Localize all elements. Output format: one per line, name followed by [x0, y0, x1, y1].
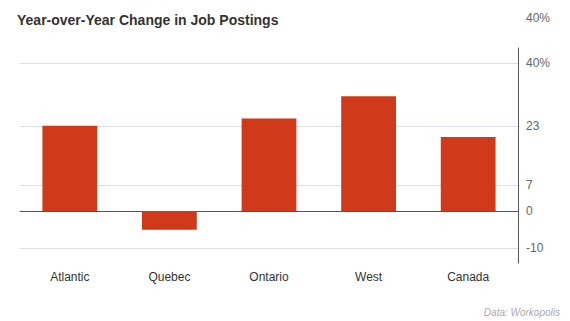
svg-text:Ontario: Ontario [249, 270, 289, 284]
svg-text:Year-over-Year Change in Job P: Year-over-Year Change in Job Postings [17, 12, 279, 28]
svg-text:7: 7 [526, 178, 533, 192]
svg-text:Quebec: Quebec [148, 270, 190, 284]
svg-text:40%: 40% [526, 11, 550, 25]
svg-text:Data: Workopolis: Data: Workopolis [484, 307, 560, 318]
svg-text:Canada: Canada [447, 270, 489, 284]
svg-text:West: West [355, 270, 383, 284]
svg-text:Atlantic: Atlantic [50, 270, 89, 284]
svg-text:23: 23 [526, 119, 540, 133]
svg-text:0: 0 [526, 204, 533, 218]
svg-text:40%: 40% [526, 56, 550, 70]
svg-text:-10: -10 [526, 241, 544, 255]
